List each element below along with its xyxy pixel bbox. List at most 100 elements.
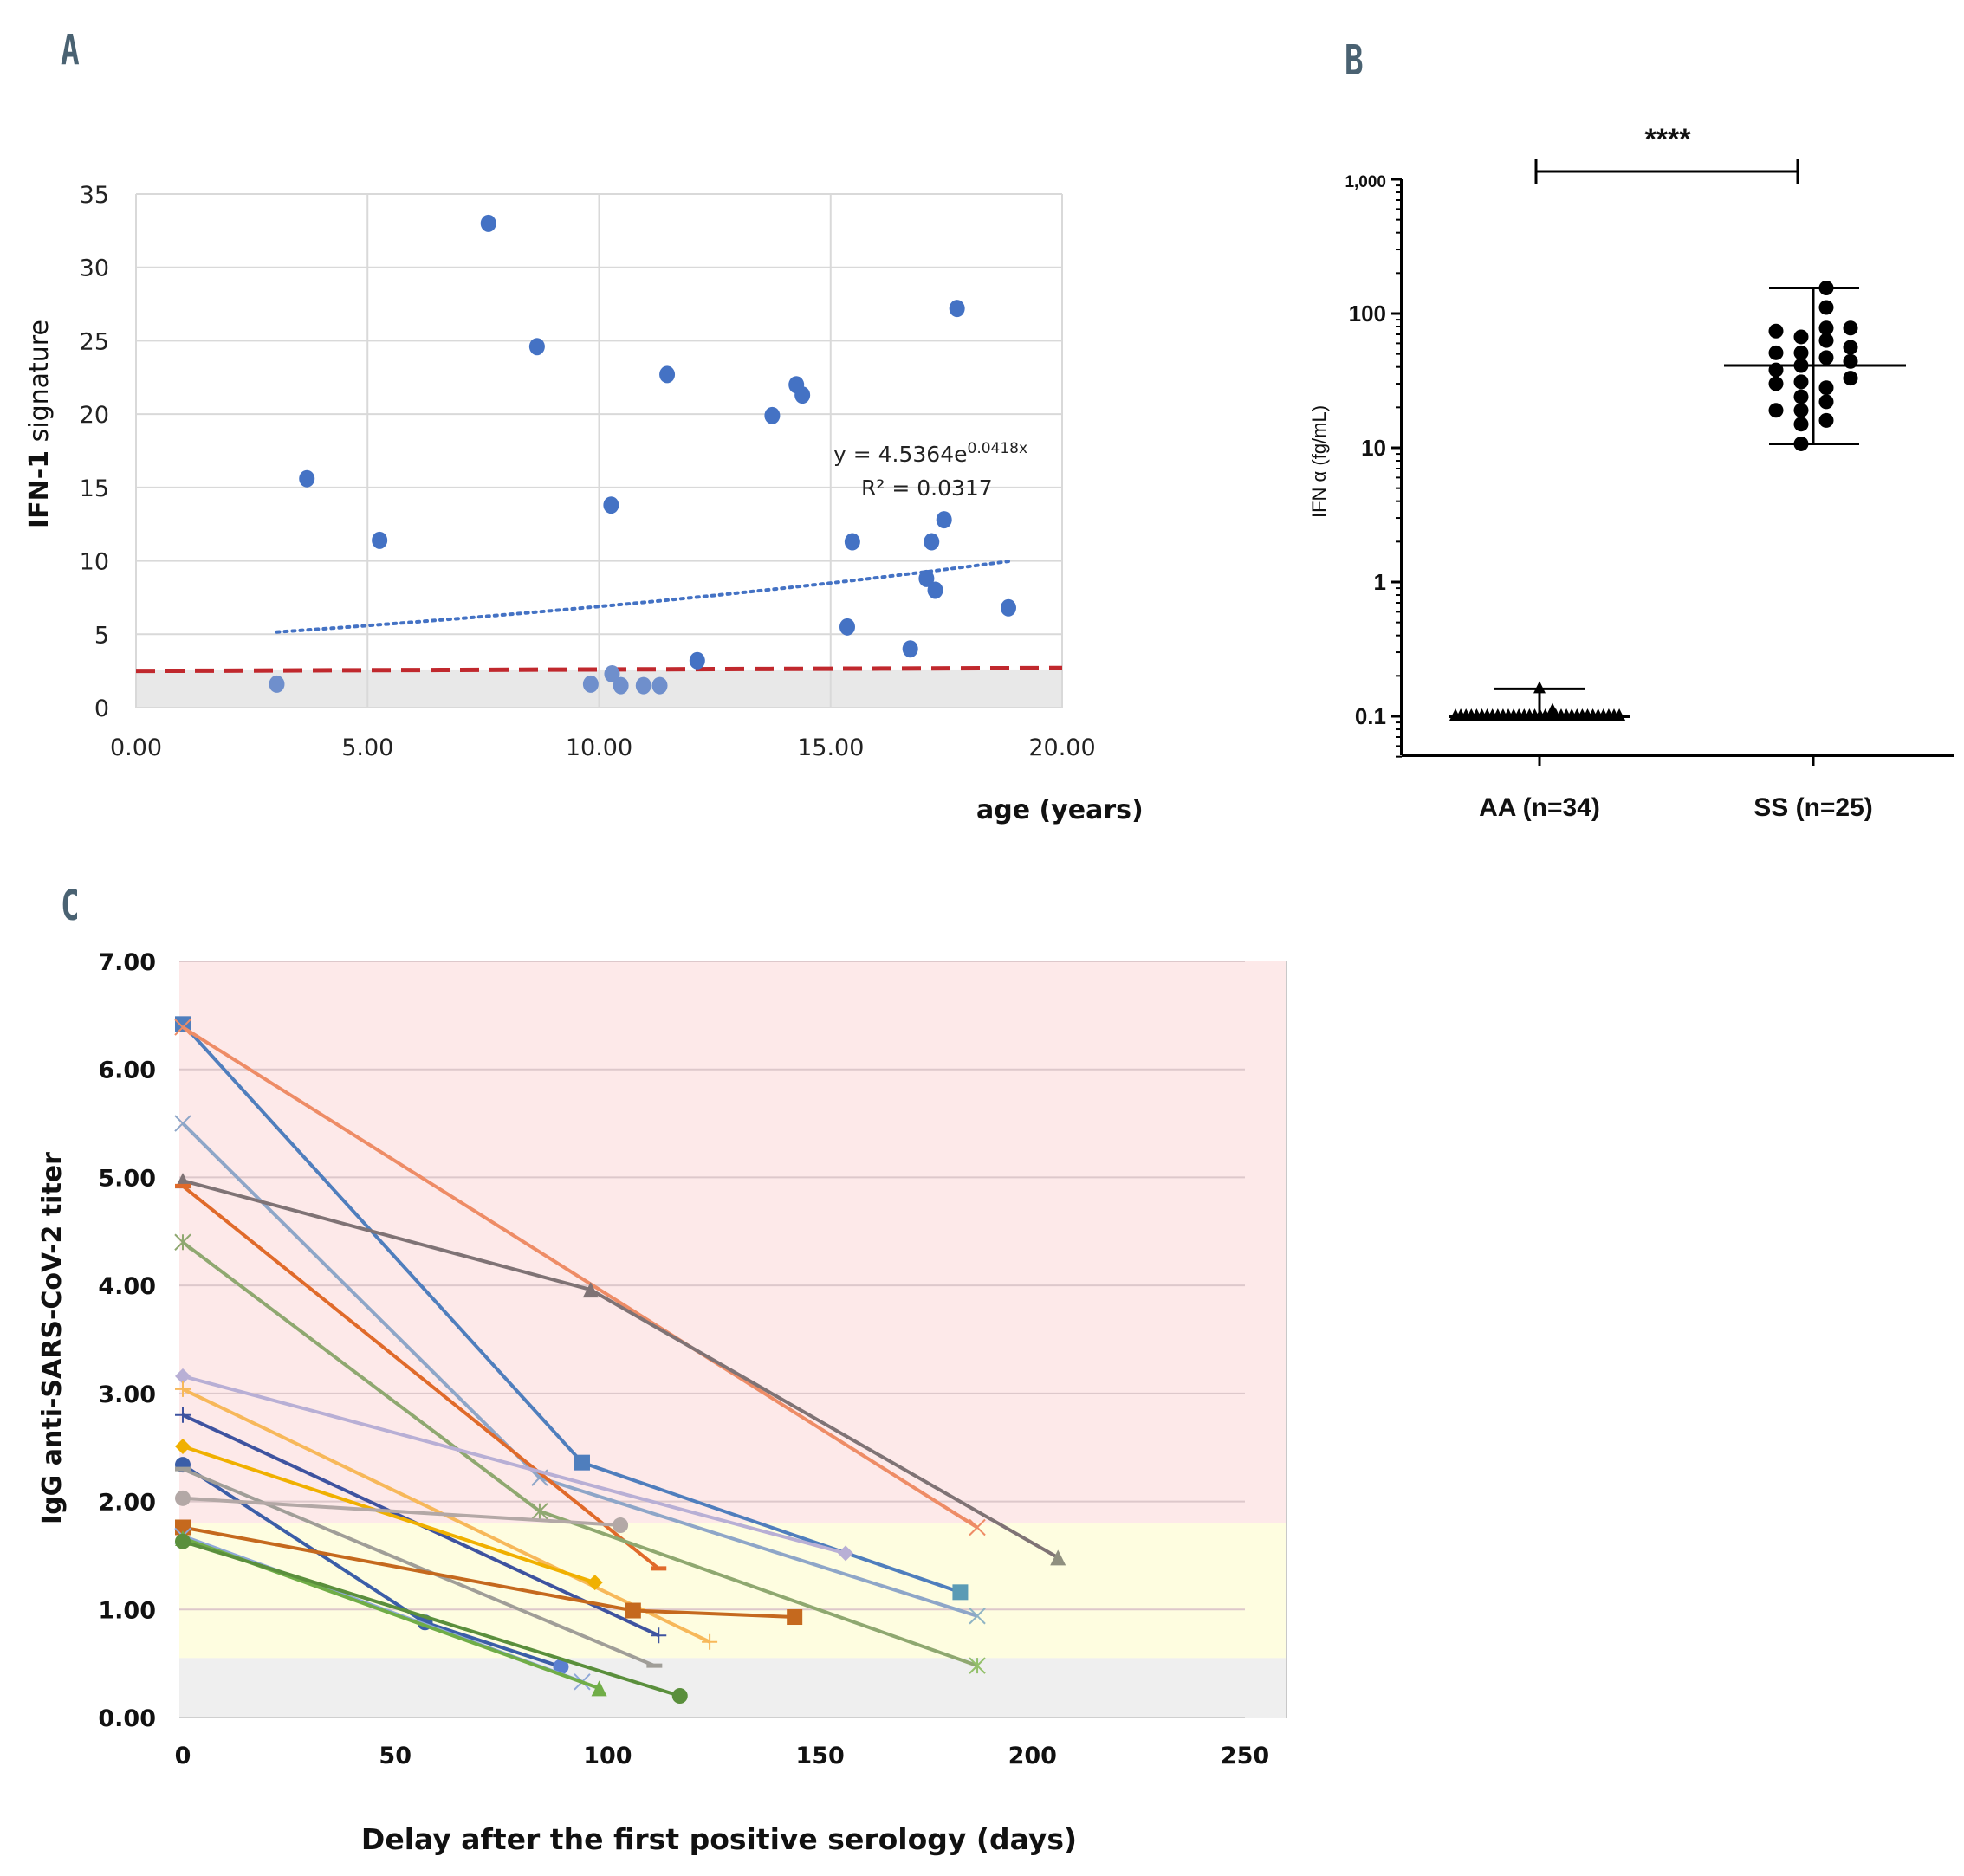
titer-zone [179,1658,1287,1718]
ss-circle-point [1818,320,1834,336]
triangle-marker [591,1680,607,1697]
ss-circle-point [1793,329,1809,345]
y-tick-label: 35 [80,182,109,209]
ss-circle-point [1768,376,1784,391]
data-point [480,214,496,232]
x-axis-label: Delay after the first positive serology … [361,1822,1077,1856]
ss-circle-point [1818,350,1834,365]
x-tick-label: 200 [1008,1743,1057,1769]
data-point [794,386,811,404]
triangle-marker [582,1282,599,1298]
series-line [182,1496,621,1527]
panel-label-c: C [61,882,80,930]
square-marker [574,1454,590,1471]
data-point [299,469,315,488]
x-marker [174,1115,191,1132]
data-point [949,300,965,318]
asterisk-marker [531,1503,548,1520]
circle-marker [613,1517,629,1534]
y-tick-label: 0 [94,695,109,722]
ss-circle-point [1768,345,1784,360]
x-tick-label: 10.00 [566,734,632,761]
x-tick-label: AA (n=34) [1479,793,1600,822]
diamond-marker [587,1575,603,1591]
y-tick-label: 5 [94,622,109,649]
ss-circle-point [1793,403,1809,418]
x-marker [969,1608,986,1625]
plus-marker [702,1633,718,1650]
ss-circle-point [1768,323,1784,339]
y-axis-label: IFN-1 signature [24,320,55,528]
chart-a-ifn-vs-age: 0.00 5.00 10.00 15.00 20.00 0 5 10 15 20 25 30 35 y … [24,182,1144,825]
series-line [181,1025,979,1530]
diamond-marker [838,1545,854,1562]
y-tick-label: 30 [80,256,109,282]
plus-marker [651,1627,667,1644]
significance-label: **** [1645,123,1692,156]
x-tick-label: 5.00 [341,734,393,761]
r-squared-label: R² = 0.0317 [861,475,993,501]
asterisk-marker [174,1233,191,1251]
triangle-marker [1050,1549,1066,1566]
y-axis-label: IFN α (fg/mL) [1308,405,1330,518]
x-tick-label: 150 [795,1743,844,1769]
asterisk-marker [969,1657,986,1674]
ss-circle-point [1768,403,1784,418]
data-point [635,676,651,695]
x-marker [174,1019,191,1036]
x-tick-label: 50 [379,1743,412,1769]
data-point [1000,598,1016,617]
ss-circle-point [1843,371,1858,386]
y-tick-label: 2.00 [98,1490,156,1517]
circle-marker [175,1533,191,1549]
series-patient-7 [175,1368,854,1562]
circle-marker [671,1688,688,1705]
data-point [604,665,620,683]
data-point [902,640,918,658]
chart-b-ifn-alpha: 0.1 1 10 100 1,000 AA (n=34) SS (n=25) **** IF… [1308,123,1954,822]
data-point [603,496,619,514]
data-point [613,676,629,695]
diamond-marker [175,1438,191,1454]
y-tick-label: 0.1 [1355,703,1386,729]
y-tick-label: 15 [80,475,109,502]
ss-circle-point [1818,300,1834,315]
y-axis-label: IgG anti-SARS-CoV-2 titer [37,1152,68,1524]
plus-marker [175,1381,191,1397]
data-point [927,581,943,599]
series-patient-17 [175,1533,688,1705]
y-tick-label: 25 [80,328,109,355]
equation-label: y = 4.5364e0.0418x [833,440,1027,467]
plus-marker [175,1407,191,1423]
ss-circle-point [1793,417,1809,432]
data-point [372,531,388,549]
series-line [182,1374,846,1556]
series-line [182,1539,681,1698]
y-tick-label: 5.00 [98,1165,156,1192]
ss-circle-point [1818,380,1834,396]
ss-circle-point [1843,320,1858,336]
circle-marker [553,1659,569,1675]
x-axis-label: age (years) [976,795,1144,825]
series-patient-5 [175,1183,667,1571]
ss-circle-point [1843,340,1858,355]
x-marker [969,1518,986,1536]
x-tick-label: 0 [175,1743,191,1769]
y-tick-label: 7.00 [98,949,156,976]
data-point [918,569,935,587]
diamond-marker [175,1368,191,1384]
ss-circle-point [1818,333,1834,348]
y-tick-label: 6.00 [98,1058,156,1084]
circle-marker [175,1490,191,1506]
data-point [844,533,860,551]
threshold-line [135,665,1063,674]
x-tick-label: 250 [1221,1743,1269,1769]
panel-label-b: B [1345,36,1364,85]
series-patient-10 [175,1438,603,1591]
ss-circle-point [1793,374,1809,390]
series-line [182,1445,596,1584]
square-marker [787,1609,803,1626]
x-tick-label: 20.00 [1028,734,1095,761]
y-tick-label: 20 [80,402,109,429]
x-tick-label: 100 [583,1743,632,1769]
